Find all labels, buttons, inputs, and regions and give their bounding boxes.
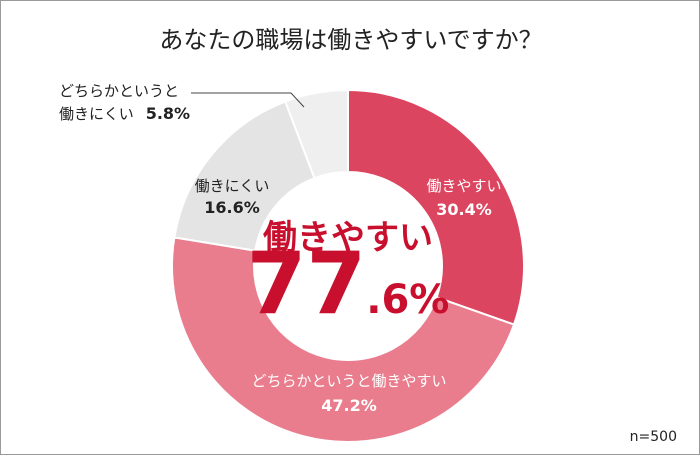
slice-hataraki-yasui — [347, 88, 525, 326]
label-hataraki-nikui-value: 16.6% — [204, 198, 260, 217]
slice-dochira-nikui — [283, 88, 349, 180]
label-hataraki-yasui-name: 働きやすい — [426, 177, 501, 195]
label-dochira-nikui-name-line2: 働きにくい — [59, 105, 134, 123]
label-dochira-nikui-line2: 働きにくい 5.8% — [59, 104, 190, 123]
label-dochira-nikui-value: 5.8% — [146, 104, 190, 123]
center-label: 働きやすい — [263, 218, 433, 258]
leader-line — [191, 92, 305, 108]
chart-title: あなたの職場は働きやすいですか？ — [159, 26, 542, 54]
center-value-sub: .6% — [366, 277, 449, 323]
center-value-main: 77 — [247, 234, 367, 334]
sample-size: n=500 — [630, 429, 677, 445]
label-dochira-nikui-name-line1: どちらかというと — [59, 82, 179, 100]
label-dochira-yasui-value: 47.2% — [321, 396, 377, 415]
label-dochira-yasui-name: どちらかというと働きやすい — [251, 372, 446, 390]
center-value: 77.6% — [247, 234, 450, 334]
label-hataraki-nikui-name: 働きにくい — [195, 177, 270, 195]
donut-slices — [171, 88, 525, 443]
label-hataraki-yasui-value: 30.4% — [436, 200, 492, 219]
slice-dochira-yasui — [171, 236, 516, 443]
